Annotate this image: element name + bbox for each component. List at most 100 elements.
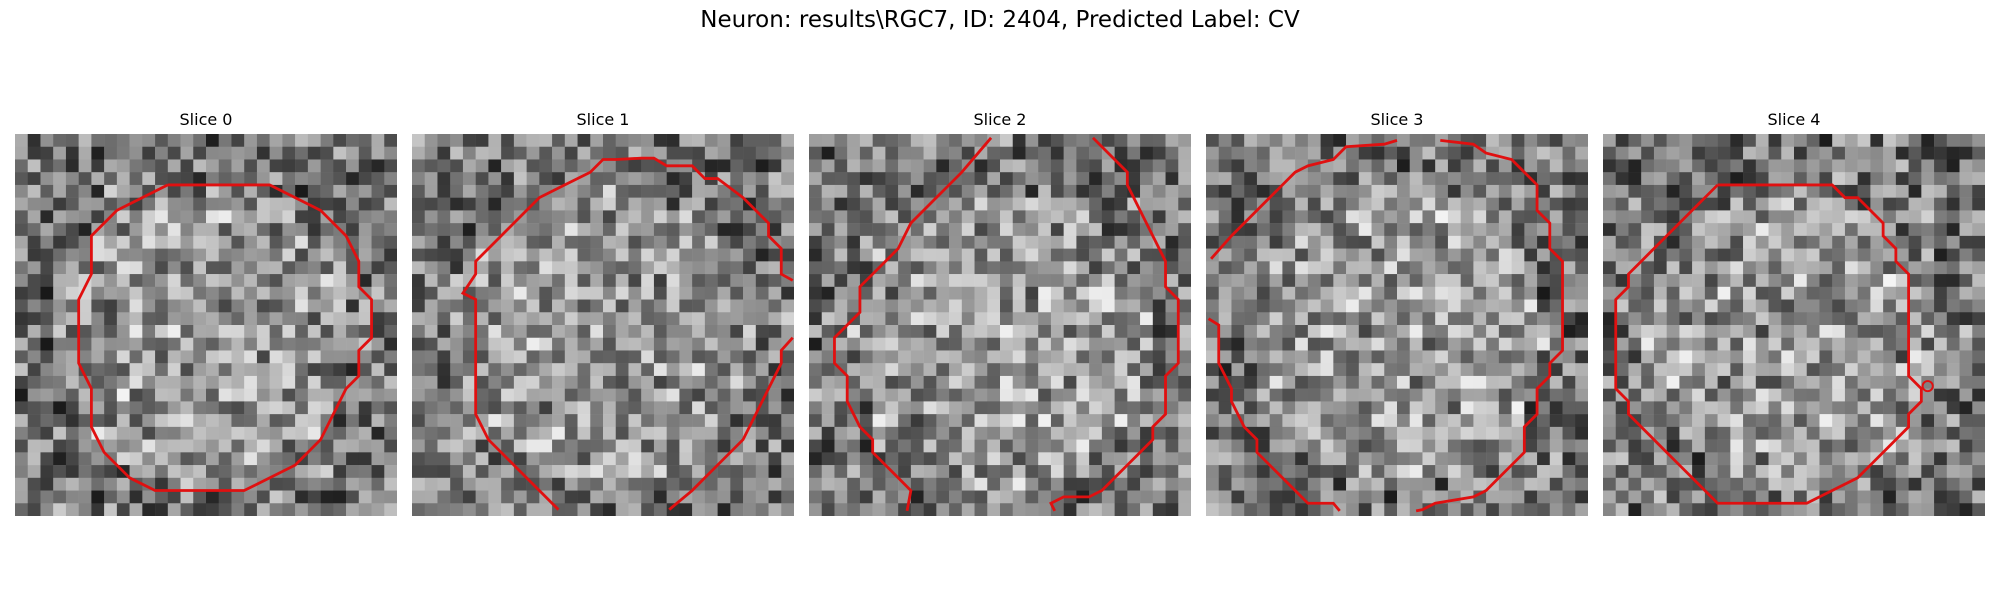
- pixel: [1972, 350, 1985, 364]
- pixel: [1895, 375, 1909, 389]
- pixel: [1704, 146, 1718, 160]
- pixel: [1562, 146, 1576, 160]
- pixel: [244, 274, 258, 288]
- pixel: [320, 261, 334, 275]
- pixel: [1231, 439, 1245, 453]
- pixel: [1615, 146, 1629, 160]
- pixel: [27, 375, 41, 389]
- pixel: [1934, 503, 1948, 516]
- pixel: [269, 159, 283, 173]
- pixel: [1371, 274, 1385, 288]
- pixel: [1256, 388, 1270, 402]
- pixel: [1206, 325, 1219, 338]
- pixel: [91, 465, 105, 479]
- pixel: [666, 197, 680, 211]
- pixel: [167, 172, 181, 186]
- pixel: [1244, 452, 1258, 466]
- pixel: [923, 261, 937, 275]
- pixel: [1717, 401, 1731, 415]
- pixel: [1895, 248, 1909, 262]
- pixel: [1114, 490, 1128, 504]
- pixel: [666, 414, 680, 428]
- pixel: [1000, 184, 1013, 198]
- pixel: [1140, 235, 1154, 249]
- pixel: [450, 235, 464, 249]
- pixel: [859, 477, 873, 491]
- pixel: [1038, 414, 1052, 428]
- pixel: [155, 401, 169, 415]
- pixel: [653, 414, 667, 428]
- pixel: [1165, 274, 1179, 288]
- pixel: [1692, 172, 1706, 186]
- pixel: [180, 490, 194, 504]
- pixel: [834, 134, 848, 147]
- pixel: [1486, 210, 1500, 224]
- pixel: [1921, 159, 1935, 173]
- pixel: [1666, 197, 1680, 211]
- pixel: [40, 477, 54, 491]
- pixel: [1063, 414, 1077, 428]
- pixel: [1832, 401, 1846, 415]
- pixel: [755, 375, 769, 389]
- pixel: [1511, 312, 1525, 326]
- pixel: [1486, 363, 1500, 377]
- pixel: [692, 503, 706, 516]
- pixel: [1218, 197, 1232, 211]
- pixel: [704, 477, 718, 491]
- pixel: [1089, 146, 1103, 160]
- pixel: [809, 452, 822, 466]
- pixel: [666, 184, 680, 198]
- pixel: [1165, 388, 1179, 402]
- pixel: [821, 452, 835, 466]
- pixel: [1114, 146, 1128, 160]
- pixel: [333, 274, 347, 288]
- pixel: [1730, 184, 1744, 198]
- pixel: [256, 350, 270, 364]
- pixel: [1498, 350, 1512, 364]
- pixel: [1152, 235, 1166, 249]
- pixel: [15, 223, 28, 237]
- pixel: [1575, 477, 1588, 491]
- pixel: [1575, 210, 1588, 224]
- pixel: [1038, 184, 1052, 198]
- pixel: [320, 477, 334, 491]
- pixel: [91, 159, 105, 173]
- pixel: [1012, 248, 1026, 262]
- pixel: [1524, 223, 1538, 237]
- pixel: [1244, 325, 1258, 338]
- pixel: [269, 503, 283, 516]
- pixel: [193, 426, 207, 440]
- pixel: [1000, 210, 1013, 224]
- pixel: [1717, 439, 1731, 453]
- pixel: [437, 197, 451, 211]
- pixel: [1857, 388, 1871, 402]
- pixel: [244, 312, 258, 326]
- pixel: [167, 452, 181, 466]
- pixel: [1218, 325, 1232, 338]
- pixel: [743, 350, 757, 364]
- pixel: [809, 388, 822, 402]
- pixel: [1819, 274, 1833, 288]
- pixel: [1333, 439, 1347, 453]
- pixel: [552, 312, 566, 326]
- pixel: [244, 286, 258, 300]
- pixel: [1140, 286, 1154, 300]
- pixel: [526, 146, 540, 160]
- pixel: [872, 286, 886, 300]
- pixel: [1666, 363, 1680, 377]
- pixel: [15, 184, 28, 198]
- slice-panel-1: Slice 1: [412, 108, 794, 516]
- pixel: [1127, 363, 1141, 377]
- pixel: [615, 261, 629, 275]
- pixel: [1511, 503, 1525, 516]
- pixel: [1870, 146, 1884, 160]
- pixel: [282, 325, 296, 338]
- pixel: [1666, 375, 1680, 389]
- pixel: [961, 490, 975, 504]
- pixel: [910, 172, 924, 186]
- pixel: [1140, 210, 1154, 224]
- pixel: [704, 325, 718, 338]
- pixel: [564, 337, 578, 351]
- pixel: [1870, 350, 1884, 364]
- pixel: [961, 134, 975, 147]
